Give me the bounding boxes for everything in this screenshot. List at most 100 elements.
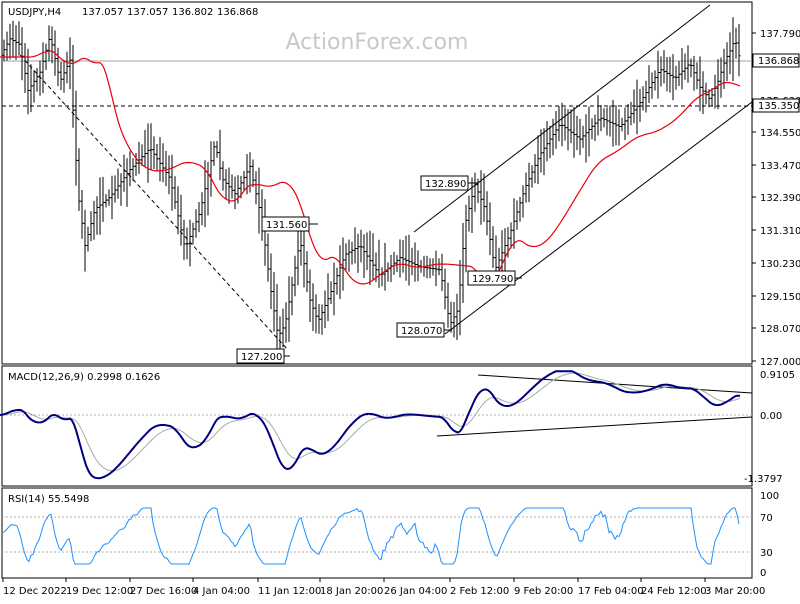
- ohlc-bar: [659, 56, 663, 87]
- ohlc-bar: [485, 191, 489, 236]
- moving-average-line: [0, 50, 741, 286]
- macd-tick-label: -1.3797: [744, 474, 783, 485]
- ohlc-bar: [470, 177, 474, 233]
- ohlc-bar: [461, 223, 465, 303]
- ohlc-bar: [74, 90, 78, 186]
- ohlc-bar: [221, 161, 225, 191]
- x-tick-label: 9 Feb 20:00: [514, 586, 573, 597]
- ohlc-bar: [647, 65, 651, 103]
- ohlc-bar: [674, 65, 678, 90]
- ohlc-bar: [242, 171, 246, 191]
- ohlc-bar: [425, 255, 429, 279]
- ohlc-open: 137.057: [82, 7, 123, 18]
- macd-title: MACD(12,26,9) 0.2998 0.1626: [8, 372, 160, 383]
- ohlc-bar: [668, 56, 672, 93]
- ohlc-bar: [176, 186, 180, 235]
- ohlc-bar: [437, 258, 441, 276]
- ohlc-bar: [293, 255, 297, 297]
- y-tick-label: 129.150: [760, 292, 800, 303]
- ohlc-bar: [443, 268, 447, 310]
- main-title: USDJPY,H4 137.057 137.057 136.802 136.86…: [8, 7, 258, 18]
- ohlc-bar: [77, 148, 81, 211]
- annotation-label: 128.070: [401, 326, 442, 337]
- ohlc-bar: [560, 102, 564, 147]
- ohlc-bar: [623, 107, 627, 140]
- ohlc-bar: [572, 106, 576, 158]
- ohlc-bar: [59, 61, 63, 91]
- ohlc-bar: [50, 26, 54, 64]
- ohlc-bar: [710, 88, 714, 107]
- ohlc-bar: [164, 150, 168, 187]
- ohlc-bar: [257, 167, 261, 234]
- ohlc-bar: [701, 71, 705, 114]
- ohlc-low: 136.802: [172, 7, 213, 18]
- ohlc-bar: [410, 247, 414, 276]
- ohlc-bar: [224, 169, 228, 199]
- ohlc-bar: [29, 64, 33, 113]
- y-tick-label: 131.310: [760, 226, 800, 237]
- ohlc-bar: [368, 230, 372, 285]
- ohlc-bar: [215, 141, 219, 158]
- ohlc-bar: [545, 121, 549, 162]
- ohlc-bar: [71, 44, 75, 128]
- macd-lower-trend-line: [436, 416, 753, 437]
- ohlc-bar: [266, 233, 270, 282]
- ohlc-bar: [467, 195, 471, 232]
- ohlc-bar: [203, 160, 207, 228]
- ohlc-bar: [533, 154, 537, 184]
- ohlc-bar: [320, 304, 324, 335]
- ohlc-bar: [47, 25, 51, 62]
- ohlc-bar: [158, 137, 162, 182]
- x-tick-label: 24 Feb 12:00: [641, 586, 707, 597]
- ohlc-bar: [332, 262, 336, 316]
- ohlc-bar: [530, 165, 534, 188]
- annotation-label: 131.560: [266, 220, 307, 231]
- ohlc-bar: [605, 107, 609, 136]
- ohlc-bar: [584, 114, 588, 163]
- ohlc-bar: [92, 200, 96, 240]
- ohlc-bar: [650, 72, 654, 99]
- ohlc-bar: [500, 230, 504, 279]
- ohlc-bar: [56, 47, 60, 87]
- annotation-label: 129.790: [472, 274, 513, 285]
- ohlc-bar: [593, 114, 597, 141]
- ohlc-bar: [542, 128, 546, 176]
- rsi-tick-label: 70: [760, 513, 773, 524]
- ohlc-bar: [185, 227, 189, 260]
- y-tick-label: 132.390: [760, 193, 800, 204]
- ohlc-bar: [527, 162, 531, 203]
- ohlc-bar: [317, 304, 321, 334]
- ohlc-bar: [200, 192, 204, 226]
- ohlc-bar: [44, 43, 48, 70]
- ohlc-bar: [161, 143, 165, 183]
- ohlc-bar: [626, 104, 630, 135]
- ohlc-bar: [455, 293, 459, 340]
- ohlc-bar: [719, 57, 723, 98]
- ohlc-bar: [524, 172, 528, 203]
- ohlc-high: 137.057: [127, 7, 168, 18]
- ohlc-bar: [395, 255, 399, 273]
- ohlc-bar: [482, 173, 486, 222]
- ohlc-bar: [137, 141, 141, 174]
- ohlc-bar: [446, 282, 450, 328]
- macd-tick-label: 0.9105: [760, 370, 795, 381]
- ohlc-bar: [191, 222, 195, 245]
- ohlc-bar: [554, 111, 558, 149]
- ohlc-bar: [302, 229, 306, 288]
- ohlc-bar: [629, 101, 633, 126]
- rsi-tick-label: 0: [760, 568, 766, 579]
- ohlc-bar: [35, 68, 39, 92]
- ohlc-bar: [548, 125, 552, 159]
- ohlc-bar: [104, 194, 108, 208]
- ohlc-bar: [707, 89, 711, 108]
- y-tick-label: 127.000: [760, 357, 800, 368]
- ohlc-bar: [269, 253, 273, 310]
- ohlc-bar: [620, 117, 624, 132]
- ohlc-bar: [359, 229, 363, 263]
- x-tick-label: 4 Jan 04:00: [193, 586, 250, 597]
- y-tick-label: 137.790: [760, 29, 800, 40]
- ohlc-bar: [563, 107, 567, 141]
- ohlc-bar: [473, 172, 477, 212]
- ohlc-bar: [656, 50, 660, 99]
